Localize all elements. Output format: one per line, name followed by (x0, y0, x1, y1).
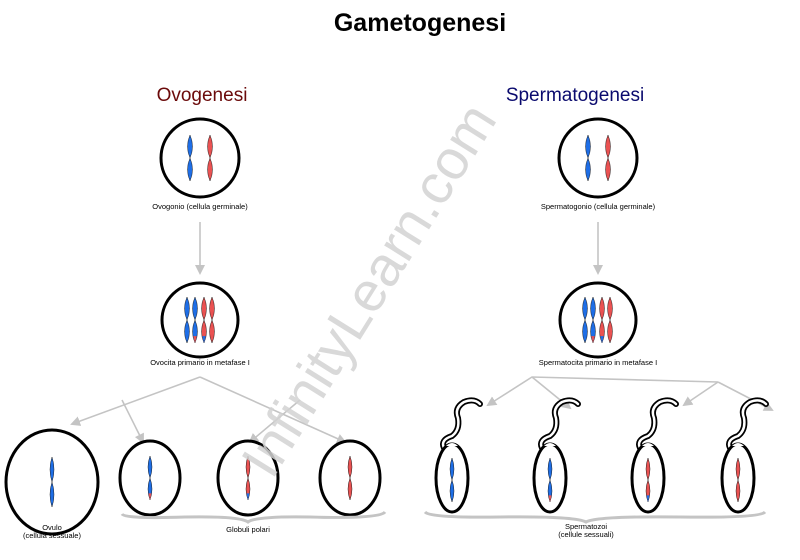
sperm-cell (532, 397, 581, 514)
sperm-sublabel: (cellule sessuali) (558, 530, 614, 539)
primary-spermatocyte-cell (558, 281, 638, 359)
spermatogonium-cell (557, 117, 639, 199)
primary-spermatocyte-label: Spermatocita primario in metafase I (539, 358, 657, 367)
chromosome (207, 134, 213, 182)
sperm-cell (720, 397, 769, 514)
chromosome (449, 457, 455, 503)
ovogenesis-title: Ovogenesi (157, 85, 248, 106)
watermark: InfinityLearn.com (229, 92, 508, 487)
sperm-label: Spermatozoi (565, 522, 607, 531)
chromosome (347, 455, 353, 501)
ovum-label: Ovulo (42, 523, 62, 532)
chromosome (49, 456, 55, 508)
chromosome (209, 296, 215, 344)
chromosome (605, 134, 611, 182)
chromosome (645, 457, 651, 503)
sperm-cell (630, 397, 679, 514)
chromosome (147, 455, 153, 501)
sperm-brace (423, 510, 767, 524)
primary-oocyte-label: Ovocita primario in metafase I (150, 358, 250, 367)
oogonium-cell (159, 117, 241, 199)
polar-bodies-label: Globuli polari (226, 525, 270, 534)
chromosome (547, 457, 553, 503)
primary-oocyte-cell (160, 281, 240, 359)
chromosome (607, 296, 613, 344)
chromosome (192, 296, 198, 344)
chromosome (599, 296, 605, 344)
chromosome (245, 455, 251, 501)
spermatogonium-label: Spermatogonio (cellula germinale) (541, 202, 656, 211)
ovum-sublabel: (cellula sessuale) (23, 531, 81, 540)
chromosome (187, 134, 193, 182)
polar-bodies-brace (120, 510, 387, 524)
oogonium-label: Ovogonio (cellula germinale) (152, 202, 248, 211)
page-title: Gametogenesi (334, 9, 506, 37)
chromosome (735, 457, 741, 503)
chromosome (582, 296, 588, 344)
chromosome (201, 296, 207, 344)
chromosome (184, 296, 190, 344)
sperm-cell (434, 397, 483, 514)
chromosome (585, 134, 591, 182)
chromosome (590, 296, 596, 344)
spermatogenesis-title: Spermatogenesi (506, 85, 644, 106)
